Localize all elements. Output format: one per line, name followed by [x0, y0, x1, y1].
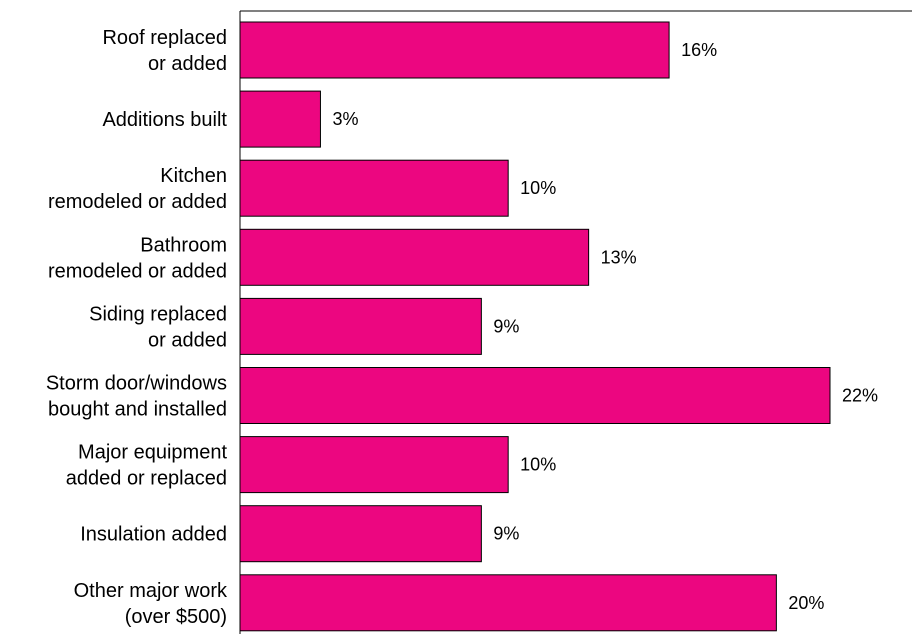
value-label: 10% [520, 455, 556, 475]
category-label: Additions built [102, 109, 227, 131]
category-label: Kitchen [160, 165, 227, 187]
category-label: or added [148, 329, 227, 351]
category-label: Storm door/windows [46, 373, 227, 395]
category-label: Insulation added [80, 524, 227, 546]
bar [239, 21, 670, 79]
bar [239, 297, 482, 355]
value-label: 3% [332, 109, 358, 129]
category-label: or added [148, 53, 227, 75]
value-label: 9% [493, 524, 519, 544]
category-label: Siding replaced [89, 303, 227, 325]
category-label: Roof replaced [102, 27, 227, 49]
category-label: remodeled or added [48, 191, 227, 213]
value-label: 9% [493, 316, 519, 336]
category-label: bought and installed [48, 399, 227, 421]
bars-group: 16% Roof replaced or added 3% Additions buil… [46, 21, 878, 632]
bar [239, 436, 509, 494]
value-label: 13% [601, 247, 637, 267]
category-label: Major equipment [78, 442, 227, 464]
value-label: 10% [520, 178, 556, 198]
bar [239, 367, 831, 424]
bar [239, 228, 590, 286]
category-label: remodeled or added [48, 260, 227, 282]
value-label: 16% [681, 40, 717, 60]
bar [239, 505, 482, 563]
category-label: Bathroom [140, 234, 227, 256]
value-label: 20% [788, 593, 824, 613]
category-label: added or replaced [66, 468, 227, 490]
bar [239, 159, 509, 217]
category-label: Other major work [74, 580, 228, 602]
category-label: (over $500) [125, 606, 227, 628]
value-label: 22% [842, 386, 878, 406]
bar [239, 574, 777, 632]
bar [239, 90, 321, 148]
